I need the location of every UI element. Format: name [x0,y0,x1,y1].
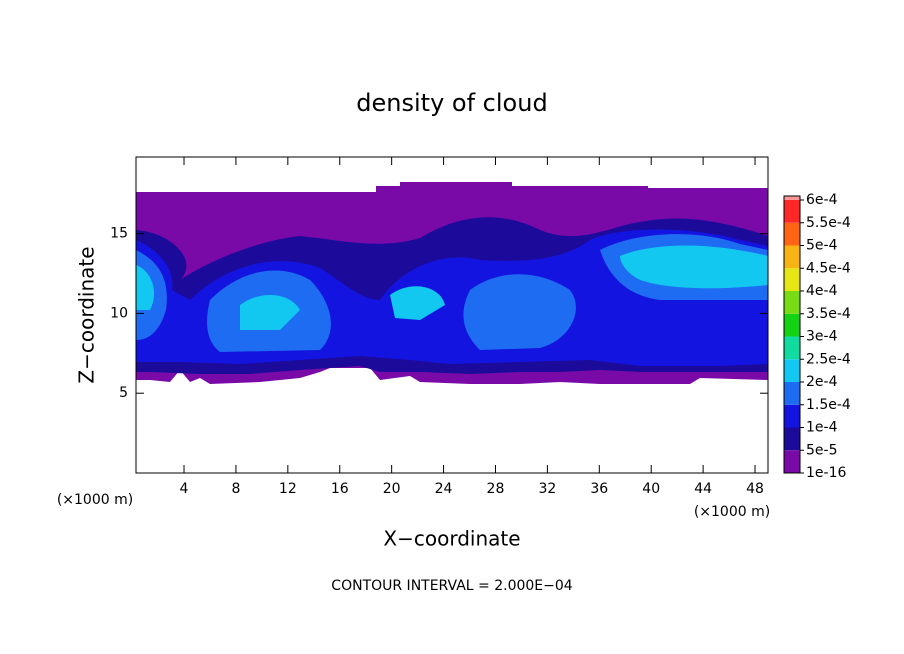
x-tick-label: 20 [383,481,401,497]
colorbar-band [784,427,800,451]
colorbar-label: 4e-4 [806,283,838,299]
colorbar-band [784,404,800,428]
colorbar-band [784,291,800,314]
contour-field [136,182,768,384]
colorbar-label: 5e-5 [806,442,837,458]
colorbar-band [784,222,800,246]
x-unit-label: (×1000 m) [694,504,770,520]
colorbar-label: 6e-4 [806,192,838,208]
colorbar-label: 3e-4 [806,329,838,345]
colorbar-band [784,359,800,382]
x-tick-label: 16 [331,481,349,497]
x-tick-label: 44 [694,481,712,497]
x-tick-label: 28 [487,481,505,497]
colorbar-label: 4.5e-4 [806,260,851,276]
x-axis-title: X−coordinate [383,527,520,551]
y-tick-label: 5 [119,385,128,401]
colorbar-label: 2.5e-4 [806,351,851,367]
colorbar-label: 3.5e-4 [806,306,851,322]
y-axis-title: Z−coordinate [75,246,99,383]
x-tick-label: 8 [231,481,240,497]
footnote: CONTOUR INTERVAL = 2.000E−04 [331,578,572,594]
colorbar-band [784,200,800,223]
contour-region [136,234,768,352]
chart-title: density of cloud [356,89,547,117]
colorbar-top [784,196,800,200]
x-tick-label: 40 [642,481,660,497]
colorbar-label: 5.5e-4 [806,215,851,231]
colorbar-band [784,450,800,473]
x-tick-label: 24 [435,481,453,497]
y-tick-label: 15 [110,226,128,242]
y-tick-label: 10 [110,305,128,321]
x-tick-label: 4 [180,481,189,497]
colorbar-label: 1e-16 [806,465,846,481]
contour-region [136,245,768,330]
colorbar-label: 2e-4 [806,374,838,390]
x-tick-label: 48 [746,481,764,497]
colorbar-frame [783,195,801,474]
x-unit-label: (×1000 m) [57,492,133,508]
colorbar-label: 5e-4 [806,238,838,254]
x-tick-label: 12 [279,481,297,497]
colorbar-band [784,336,800,360]
colorbar-band [784,268,800,291]
colorbar-band [784,313,800,337]
x-tick-label: 32 [538,481,556,497]
plot-frame [135,156,769,474]
x-tick-label: 36 [590,481,608,497]
colorbar-label: 1.5e-4 [806,397,851,413]
colorbar-band [784,382,800,405]
colorbar-band [784,245,800,269]
colorbar-label: 1e-4 [806,420,838,436]
